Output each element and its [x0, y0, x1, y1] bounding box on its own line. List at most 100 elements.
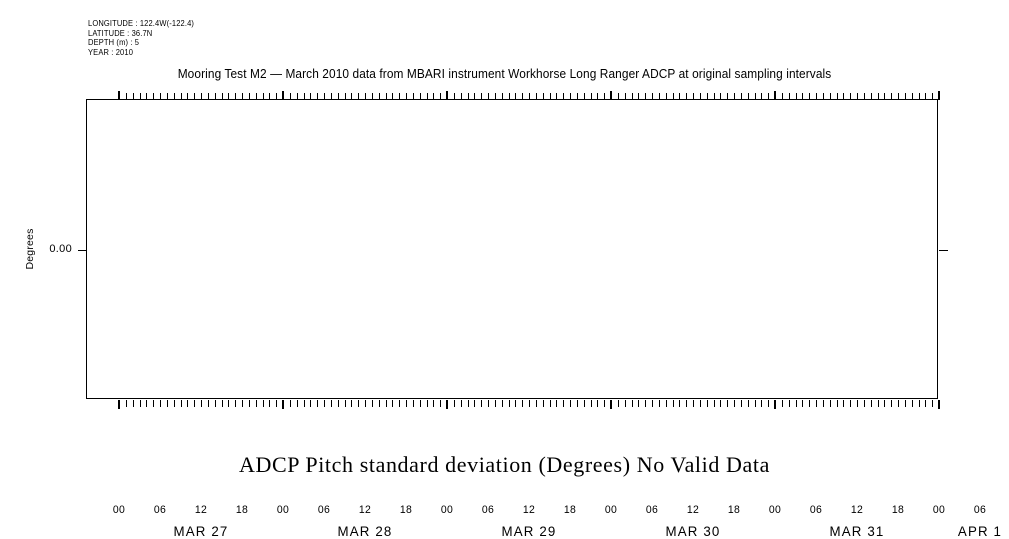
- x-tick-top: [870, 93, 872, 100]
- x-axis-hour-label: 06: [481, 504, 495, 516]
- x-tick-top: [235, 93, 237, 100]
- x-tick-bottom: [911, 400, 913, 407]
- x-tick-bottom: [118, 400, 120, 409]
- x-tick-bottom: [816, 400, 817, 407]
- x-tick-bottom: [317, 400, 319, 407]
- x-tick-top: [406, 93, 407, 100]
- x-tick-top: [556, 93, 558, 100]
- x-tick-top: [488, 93, 489, 100]
- x-tick-top: [460, 93, 462, 100]
- x-axis-hour-label: 00: [932, 504, 946, 516]
- x-tick-top: [734, 93, 735, 100]
- x-tick-bottom: [754, 400, 756, 407]
- x-tick-top: [576, 93, 578, 100]
- x-tick-top: [262, 93, 264, 100]
- x-tick-top: [446, 91, 448, 100]
- x-tick-top: [727, 93, 729, 100]
- x-tick-top: [153, 93, 155, 100]
- x-tick-top: [330, 93, 332, 100]
- x-tick-bottom: [276, 400, 278, 407]
- x-tick-bottom: [501, 400, 503, 407]
- x-tick-bottom: [610, 400, 612, 409]
- x-tick-top: [371, 93, 373, 100]
- x-tick-bottom: [228, 400, 230, 407]
- x-tick-top: [481, 93, 483, 100]
- x-tick-top: [549, 93, 551, 100]
- x-tick-bottom: [125, 400, 127, 407]
- x-tick-top: [146, 93, 148, 100]
- x-tick-bottom: [303, 400, 305, 407]
- x-tick-top: [863, 93, 865, 100]
- x-tick-top: [816, 93, 817, 100]
- x-tick-top: [645, 93, 647, 100]
- x-tick-bottom: [556, 400, 558, 407]
- x-tick-bottom: [399, 400, 401, 407]
- x-tick-top: [453, 93, 455, 100]
- x-tick-bottom: [426, 400, 428, 407]
- x-tick-bottom: [324, 400, 325, 407]
- x-tick-top: [440, 93, 442, 100]
- x-tick-bottom: [631, 400, 633, 407]
- x-tick-bottom: [638, 400, 640, 407]
- x-tick-bottom: [706, 400, 708, 407]
- x-tick-bottom: [337, 400, 339, 407]
- x-tick-top: [597, 93, 599, 100]
- x-axis-day-label: MAR 27: [173, 523, 229, 539]
- x-tick-top: [187, 93, 189, 100]
- x-tick-bottom: [214, 400, 216, 407]
- x-tick-top: [938, 91, 940, 100]
- x-tick-bottom: [604, 400, 606, 407]
- x-tick-top: [535, 93, 537, 100]
- x-tick-bottom: [720, 400, 722, 407]
- x-tick-bottom: [488, 400, 489, 407]
- x-tick-bottom: [617, 400, 619, 407]
- x-tick-top: [652, 93, 653, 100]
- x-tick-top: [166, 93, 168, 100]
- x-tick-bottom: [146, 400, 148, 407]
- x-tick-top: [467, 93, 469, 100]
- x-axis-day-label: APR 1: [957, 523, 1003, 539]
- x-tick-top: [529, 93, 530, 100]
- x-tick-bottom: [378, 400, 380, 407]
- metadata-latitude: LATITUDE : 36.7N: [88, 28, 153, 38]
- x-tick-bottom: [330, 400, 332, 407]
- x-tick-top: [269, 93, 271, 100]
- x-tick-top: [590, 93, 592, 100]
- x-axis-hour-label: 18: [399, 504, 413, 516]
- x-tick-top: [624, 93, 626, 100]
- x-tick-top: [898, 93, 899, 100]
- x-axis-hour-label: 00: [440, 504, 454, 516]
- x-tick-top: [365, 93, 366, 100]
- x-tick-bottom: [652, 400, 653, 407]
- x-tick-bottom: [857, 400, 858, 407]
- x-tick-top: [850, 93, 852, 100]
- x-tick-top: [118, 91, 120, 100]
- x-tick-top: [358, 93, 360, 100]
- x-tick-bottom: [535, 400, 537, 407]
- x-tick-top: [276, 93, 278, 100]
- y-axis-tick-label: 0.00: [49, 243, 72, 255]
- x-axis-hour-label: 00: [276, 504, 290, 516]
- x-tick-bottom: [153, 400, 155, 407]
- x-tick-top: [378, 93, 380, 100]
- x-tick-bottom: [747, 400, 749, 407]
- x-tick-top: [412, 93, 414, 100]
- x-tick-top: [125, 93, 127, 100]
- x-tick-bottom: [194, 400, 196, 407]
- x-tick-top: [932, 93, 934, 100]
- metadata-year: YEAR : 2010: [88, 47, 134, 57]
- x-tick-top: [822, 93, 824, 100]
- x-tick-top: [829, 93, 831, 100]
- x-tick-bottom: [419, 400, 421, 407]
- plot-area: [87, 100, 937, 398]
- x-axis-day-label: MAR 30: [665, 523, 721, 539]
- y-tick-left: [78, 250, 87, 251]
- x-tick-bottom: [296, 400, 298, 407]
- x-tick-top: [781, 93, 783, 100]
- x-tick-bottom: [262, 400, 264, 407]
- x-axis-hour-label: 12: [850, 504, 864, 516]
- x-tick-bottom: [139, 400, 141, 407]
- x-tick-top: [303, 93, 305, 100]
- x-tick-bottom: [734, 400, 735, 407]
- x-tick-top: [522, 93, 524, 100]
